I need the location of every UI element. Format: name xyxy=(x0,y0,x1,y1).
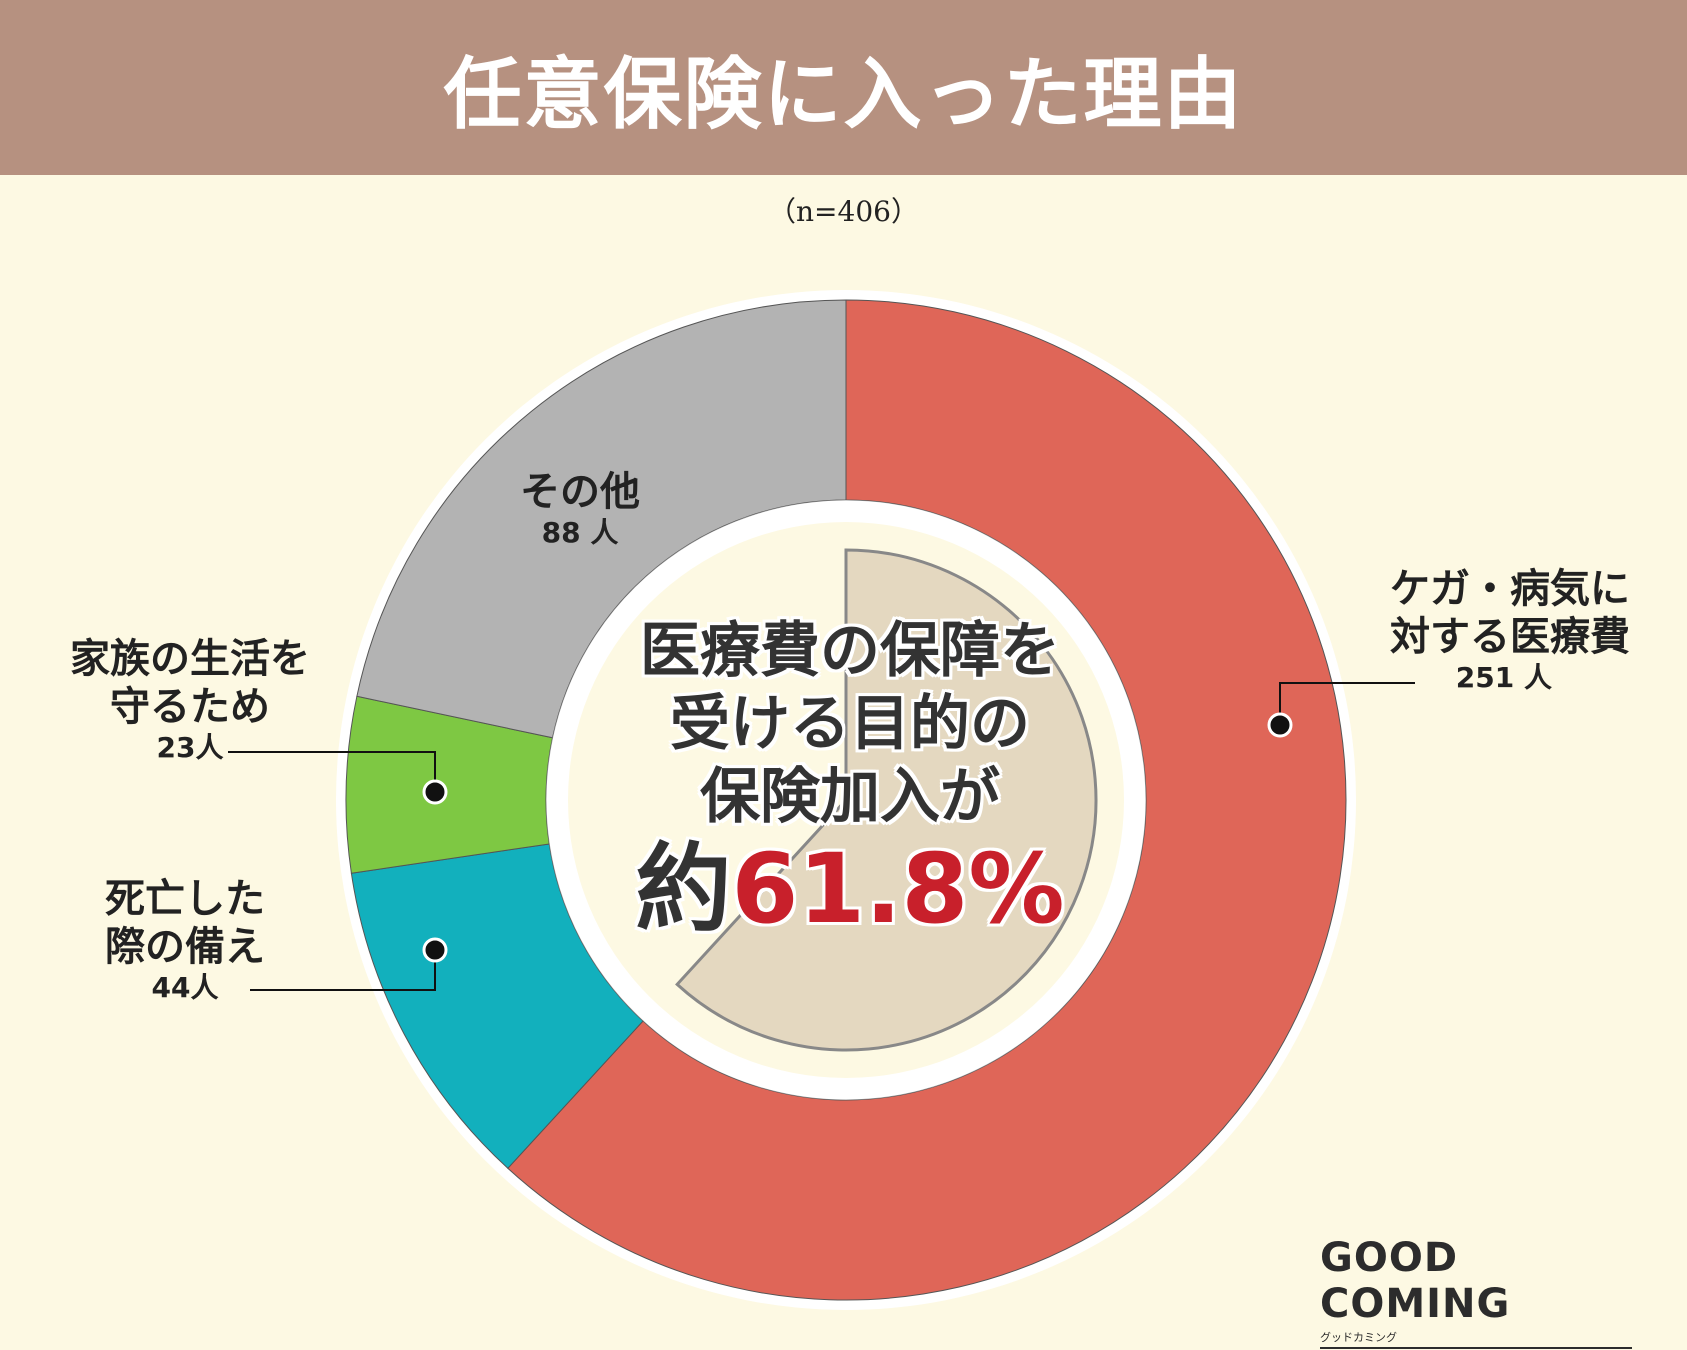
label-death-name-2: 際の備え xyxy=(105,924,265,970)
leader-line-medical xyxy=(1279,682,1415,725)
label-medical: ケガ・病気に 対する医療費 251 人 xyxy=(1330,565,1630,695)
label-other-count: 88 人 xyxy=(541,516,619,549)
label-medical-name-2: 対する医療費 xyxy=(1390,614,1630,660)
label-death-count: 44人 xyxy=(151,971,219,1004)
logo-brand: GOOD COMING xyxy=(1320,1235,1511,1327)
label-death: 死亡した 際の備え 44人 xyxy=(60,875,310,1005)
center-line-1: 医療費の保障を xyxy=(640,616,1060,686)
center-highlight: 約61.8% xyxy=(560,834,1140,944)
label-death-name-1: 死亡した xyxy=(105,876,265,922)
leader-dot-medical xyxy=(1267,712,1293,738)
label-family-count: 23人 xyxy=(156,731,224,764)
center-summary: 医療費の保障を 受ける目的の 保険加入が 約61.8% xyxy=(560,615,1140,944)
logo: GOOD COMING グッドカミング xyxy=(1320,1235,1632,1349)
label-family-name-2: 守るため xyxy=(110,684,270,730)
center-line-2: 受ける目的の xyxy=(670,689,1030,759)
label-family: 家族の生活を 守るため 23人 xyxy=(40,635,340,765)
leader-dot-family xyxy=(422,779,448,805)
center-percent: 61.8% xyxy=(731,833,1065,945)
logo-sub: グッドカミング xyxy=(1320,1329,1632,1349)
slice-medical xyxy=(507,299,1347,1301)
label-family-name-1: 家族の生活を xyxy=(70,636,310,682)
label-other-name: その他 xyxy=(520,469,640,515)
label-medical-count: 251 人 xyxy=(1455,661,1552,694)
leader-line-death xyxy=(250,950,436,991)
sample-size: （n=406） xyxy=(768,195,919,228)
slice-other xyxy=(356,299,847,739)
center-prefix: 約 xyxy=(635,833,732,945)
title-bar: 任意保険に入った理由 xyxy=(0,0,1687,175)
leader-dot-death xyxy=(422,937,448,963)
highlight-wedge xyxy=(675,548,1098,1052)
chart-title: 任意保険に入った理由 xyxy=(443,49,1244,140)
label-other: その他 88 人 xyxy=(500,468,660,550)
leader-line-family xyxy=(228,751,436,792)
label-medical-name-1: ケガ・病気に xyxy=(1390,566,1630,612)
center-line-3: 保険加入が xyxy=(700,762,1000,832)
